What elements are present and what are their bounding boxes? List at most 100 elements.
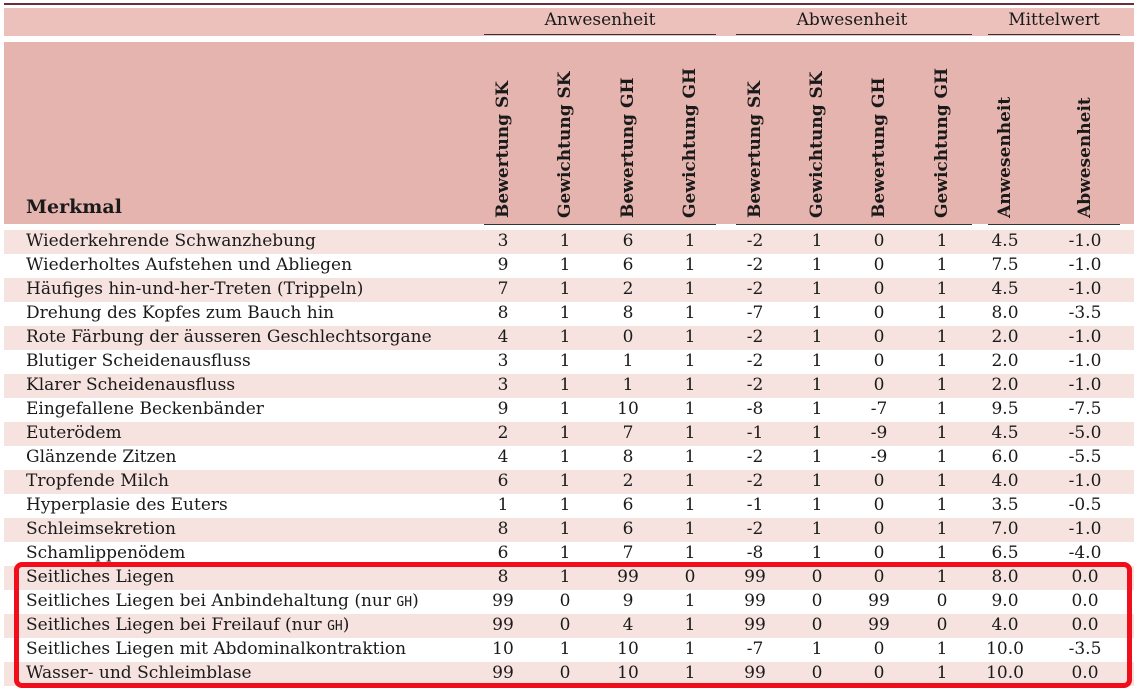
table-cell: 10 xyxy=(617,399,639,419)
table-cell: 1 xyxy=(936,327,948,347)
highlight-box xyxy=(14,562,1132,688)
table-cell: 8 xyxy=(497,519,509,539)
table-cell: -7 xyxy=(870,399,888,419)
table-row: Häufiges hin-und-her-Treten (Trippeln) 7 1… xyxy=(4,278,1134,302)
table-cell: -1 xyxy=(746,495,764,515)
column-header: Anwesenheit xyxy=(995,96,1015,218)
table-cell: 99 xyxy=(744,591,766,611)
row-label: Wiederholtes Aufstehen und Abliegen xyxy=(26,255,353,275)
table-cell: 1 xyxy=(811,303,823,323)
row-label: Schleimsekretion xyxy=(26,519,176,539)
table-cell: 0.0 xyxy=(1071,663,1099,683)
header-rule xyxy=(988,224,1120,225)
table-row: Eingefallene Beckenbänder 9 1 10 1 -8 1 -7 1 9.5 -… xyxy=(4,398,1134,422)
table-cell: 1 xyxy=(559,375,571,395)
table-cell: 99 xyxy=(617,567,639,587)
table-cell: 1 xyxy=(559,255,571,275)
table-cell: 0 xyxy=(622,327,634,347)
table-cell: 0 xyxy=(873,495,885,515)
table-cell: 1 xyxy=(497,495,509,515)
table-row: Glänzende Zitzen 4 1 8 1 -2 1 -9 1 6.0 -5.5 xyxy=(4,446,1134,470)
table-cell: 1 xyxy=(559,495,571,515)
column-header: Bewertung GH xyxy=(618,77,638,218)
table-cell: 6 xyxy=(622,495,634,515)
table-cell: 0 xyxy=(873,375,885,395)
table-cell: -2 xyxy=(746,471,764,491)
table-cell: 1 xyxy=(936,399,948,419)
table-cell: 0 xyxy=(559,615,571,635)
table-cell: 1 xyxy=(684,519,696,539)
table-row: Drehung des Kopfes zum Bauch hin 8 1 8 1 -7 1 0… xyxy=(4,302,1134,326)
table-cell: 4 xyxy=(497,327,509,347)
table-cell: -2 xyxy=(746,519,764,539)
table-cell: 1 xyxy=(936,519,948,539)
table-cell: 0 xyxy=(873,351,885,371)
table-cell: 6 xyxy=(622,255,634,275)
merkmal-header: Merkmal xyxy=(26,196,122,218)
table-cell: 1 xyxy=(811,519,823,539)
table-row: Euterödem 2 1 7 1 -1 1 -9 1 4.5 -5.0 xyxy=(4,422,1134,446)
table-cell: -2 xyxy=(746,327,764,347)
table-cell: 99 xyxy=(492,615,514,635)
table-cell: 2.0 xyxy=(991,351,1019,371)
table-cell: 1 xyxy=(559,231,571,251)
row-label: Blutiger Scheidenausfluss xyxy=(26,351,251,371)
table-cell: 10 xyxy=(492,639,514,659)
table-cell: 1 xyxy=(811,255,823,275)
table-cell: -2 xyxy=(746,447,764,467)
column-header: Bewertung SK xyxy=(745,80,765,218)
table-cell: 9 xyxy=(497,399,509,419)
table-cell: 1 xyxy=(684,255,696,275)
table-cell: 1 xyxy=(936,663,948,683)
table-cell: 1 xyxy=(684,591,696,611)
table-cell: 99 xyxy=(744,615,766,635)
table-cell: -1.0 xyxy=(1068,351,1102,371)
table-cell: -1.0 xyxy=(1068,279,1102,299)
table-cell: 0 xyxy=(873,231,885,251)
table-cell: 7 xyxy=(497,279,509,299)
table-cell: 4.5 xyxy=(991,279,1019,299)
table-cell: 9.0 xyxy=(991,591,1019,611)
row-label: Seitliches Liegen mit Abdominalkontrakti… xyxy=(26,639,407,659)
table-cell: 0 xyxy=(559,663,571,683)
table-cell: 0 xyxy=(684,567,696,587)
table-cell: -1.0 xyxy=(1068,255,1102,275)
top-rule xyxy=(4,3,1134,5)
row-label: Häufiges hin-und-her-Treten (Trippeln) xyxy=(26,279,364,299)
table-cell: 1 xyxy=(684,495,696,515)
column-header: Bewertung SK xyxy=(493,80,513,218)
table-cell: 2 xyxy=(497,423,509,443)
table-cell: 0 xyxy=(873,567,885,587)
table-cell: 1 xyxy=(936,639,948,659)
table-row: Seitliches Liegen bei Anbindehaltung (nu… xyxy=(4,590,1134,614)
table-cell: 1 xyxy=(684,327,696,347)
table-cell: 0 xyxy=(936,615,948,635)
table-cell: -2 xyxy=(746,351,764,371)
table-cell: 1 xyxy=(559,519,571,539)
table-cell: 7.5 xyxy=(991,255,1019,275)
row-label: Tropfende Milch xyxy=(26,471,169,491)
table-cell: -2 xyxy=(746,375,764,395)
table-cell: 1 xyxy=(811,351,823,371)
table-cell: 7 xyxy=(622,543,634,563)
table-cell: 1 xyxy=(559,543,571,563)
row-label: Euterödem xyxy=(26,423,122,443)
table-cell: 1 xyxy=(936,303,948,323)
table-cell: 1 xyxy=(811,375,823,395)
table-cell: 4.0 xyxy=(991,471,1019,491)
table-cell: -4.0 xyxy=(1068,543,1102,563)
table-cell: 0 xyxy=(873,663,885,683)
row-label: Wasser- und Schleimblase xyxy=(26,663,252,683)
table-cell: 1 xyxy=(559,567,571,587)
table-cell: 99 xyxy=(868,615,890,635)
table-cell: 4.0 xyxy=(991,615,1019,635)
table-cell: 3 xyxy=(497,351,509,371)
table-cell: 1 xyxy=(684,303,696,323)
table-cell: -7 xyxy=(746,303,764,323)
table-cell: 1 xyxy=(559,423,571,443)
table-cell: 0 xyxy=(873,327,885,347)
table-cell: 1 xyxy=(936,279,948,299)
table-cell: 1 xyxy=(684,231,696,251)
group-rule xyxy=(736,34,972,35)
table-cell: 6.0 xyxy=(991,447,1019,467)
